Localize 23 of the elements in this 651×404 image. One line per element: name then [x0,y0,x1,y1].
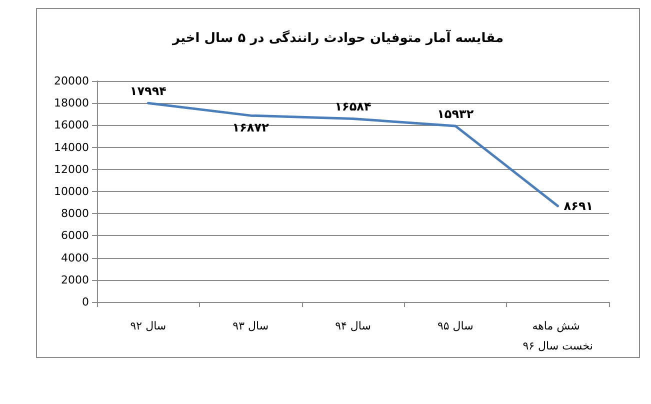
data-label: ۸۶۹۱ [564,198,594,213]
chart-title: مقایسه آمار متوفیان حوادث رانندگی در ۵ سال اخیر [172,29,504,46]
x-tick-label: سال ۹۳ [232,320,269,332]
y-tick-label: 12000 [54,162,89,176]
y-tick-label: 14000 [54,140,89,154]
y-tick-label: 6000 [61,229,89,242]
y-tick-label: 16000 [54,118,89,132]
x-tick-label: سال ۹۲ [130,320,166,332]
data-label: ۱۶۵۸۴ [334,100,372,114]
x-tick-label: شش ماهه نخست سال ۹۶ [522,320,593,352]
x-tick-label: سال ۹۵ [437,320,474,332]
y-tick-label: 18000 [54,96,89,110]
y-tick-label: 0 [82,296,89,308]
y-tick-label: 4000 [61,251,89,264]
y-tick-label: 2000 [61,273,89,286]
line-series [146,102,560,208]
x-tick-label: سال ۹۴ [335,320,371,332]
y-tick-label: 8000 [61,207,89,220]
data-label: ۱۶۸۷۲ [232,120,270,135]
y-tick-label: 20000 [54,74,89,88]
data-label: ۱۷۹۹۴ [130,84,167,98]
data-label: ۱۵۹۳۲ [437,106,474,121]
y-tick-label: 10000 [54,185,89,198]
